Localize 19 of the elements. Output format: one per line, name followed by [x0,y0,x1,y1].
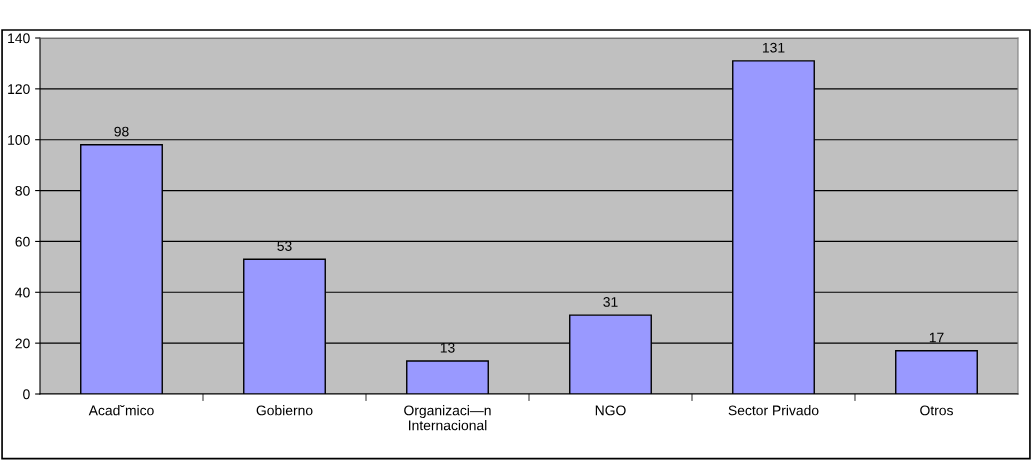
x-tick-label: Acad˘mico [88,404,154,416]
y-tick-label: 120 [8,84,30,95]
data-label: 131 [762,42,785,53]
y-tick-label: 0 [23,389,30,400]
y-tick-label: 20 [15,338,30,349]
x-tick-label: Sector Privado [728,405,819,416]
y-tick-label: 60 [15,236,30,247]
y-tick-label: 80 [15,185,30,196]
x-tick-label: Otros [920,405,953,416]
x-tick-label: Gobierno [256,405,313,416]
y-tick-label: 100 [8,135,30,145]
data-label: 17 [929,332,944,343]
data-label: 98 [114,126,129,137]
y-tick-label: 140 [8,33,30,44]
data-label: 31 [603,297,618,307]
x-tick-label: NGO [595,405,626,416]
x-tick-label: Organizaci—n Internacional [404,405,491,431]
data-label: 13 [440,342,455,353]
y-tick-label: 40 [15,287,30,298]
